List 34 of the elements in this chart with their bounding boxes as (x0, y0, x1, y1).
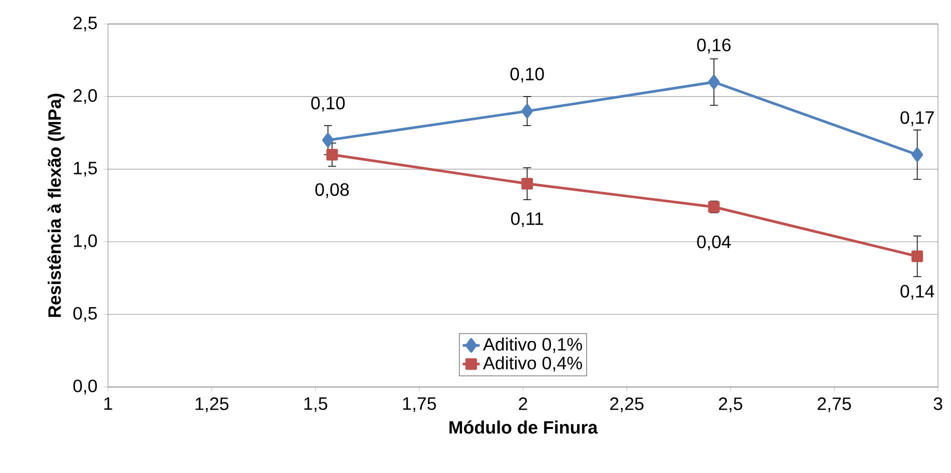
x-tick-label: 2,75 (818, 397, 851, 412)
x-tick-label: 1,25 (196, 397, 228, 412)
x-tick-label: 2,25 (610, 397, 644, 412)
legend-label: Aditivo 0,4% (483, 356, 582, 372)
y-tick-label: 2,0 (74, 89, 97, 104)
legend-label: Aditivo 0,1% (483, 338, 582, 353)
annotation: 0,16 (697, 38, 731, 54)
point (911, 250, 924, 262)
point (322, 132, 334, 148)
x-tick-label: 1,75 (403, 397, 436, 412)
x-axis-title: Módulo de Finura (450, 420, 598, 434)
y-axis-title: Resistência à flexão (MPa) (47, 94, 64, 317)
point (521, 104, 533, 118)
x-tick-label: 2,5 (718, 397, 742, 412)
annotation: 0,04 (697, 236, 731, 250)
annotation: 0,08 (315, 183, 349, 198)
point (911, 147, 924, 162)
point (521, 178, 533, 190)
x-tick-label: 1 (104, 397, 112, 410)
y-tick-label: 0,0 (73, 380, 97, 394)
annotation: 0,10 (510, 68, 544, 83)
y-tick-label: 1,5 (74, 162, 97, 177)
annotation: 0,11 (511, 212, 544, 228)
annotation: 0,10 (311, 96, 345, 112)
point (326, 148, 338, 160)
y-tick-label: 0,5 (73, 306, 97, 322)
annotation: 0,17 (900, 111, 934, 126)
y-tick-label: 1,0 (74, 234, 97, 250)
x-tick-label: 3 (934, 397, 942, 410)
x-tick-label: 1,5 (304, 397, 328, 412)
point (708, 74, 720, 90)
y-tick-label: 2,5 (74, 16, 97, 32)
x-tick-label: 2 (518, 397, 528, 410)
annotation: 0,14 (900, 284, 934, 300)
